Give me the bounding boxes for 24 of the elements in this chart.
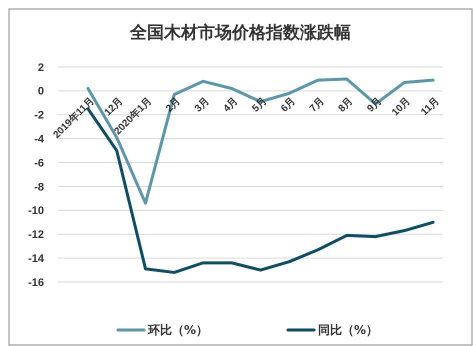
y-tick-label: -10 (28, 205, 44, 218)
legend-label: 同比（%） (318, 323, 378, 338)
legend-label: 环比（%） (147, 323, 208, 338)
y-tick-label: -4 (34, 134, 45, 146)
x-tick-label: 9月 (365, 96, 384, 114)
y-tick-label: 0 (38, 86, 44, 98)
x-tick-label: 2月 (164, 96, 183, 114)
y-tick-label: -6 (34, 157, 44, 170)
y-tick-label: -14 (28, 252, 45, 265)
y-tick-label: -12 (28, 229, 44, 242)
x-tick-label: 8月 (336, 96, 356, 114)
chart-title: 全国木材市场价格指数涨跌幅 (129, 23, 351, 43)
x-tick-label: 5月 (250, 96, 270, 114)
x-tick-label: 11月 (419, 96, 442, 118)
y-tick-label: -8 (34, 181, 44, 194)
x-tick-label: 7月 (308, 96, 327, 114)
x-tick-label: 4月 (222, 96, 240, 114)
y-tick-label: -16 (28, 276, 44, 289)
x-tick-label: 12月 (102, 96, 126, 118)
x-tick-label: 3月 (192, 96, 212, 114)
y-tick-label: 2 (38, 62, 44, 74)
y-tick-label: -2 (34, 110, 44, 122)
x-tick-label: 10月 (390, 96, 413, 118)
x-tick-label: 6月 (279, 96, 298, 114)
